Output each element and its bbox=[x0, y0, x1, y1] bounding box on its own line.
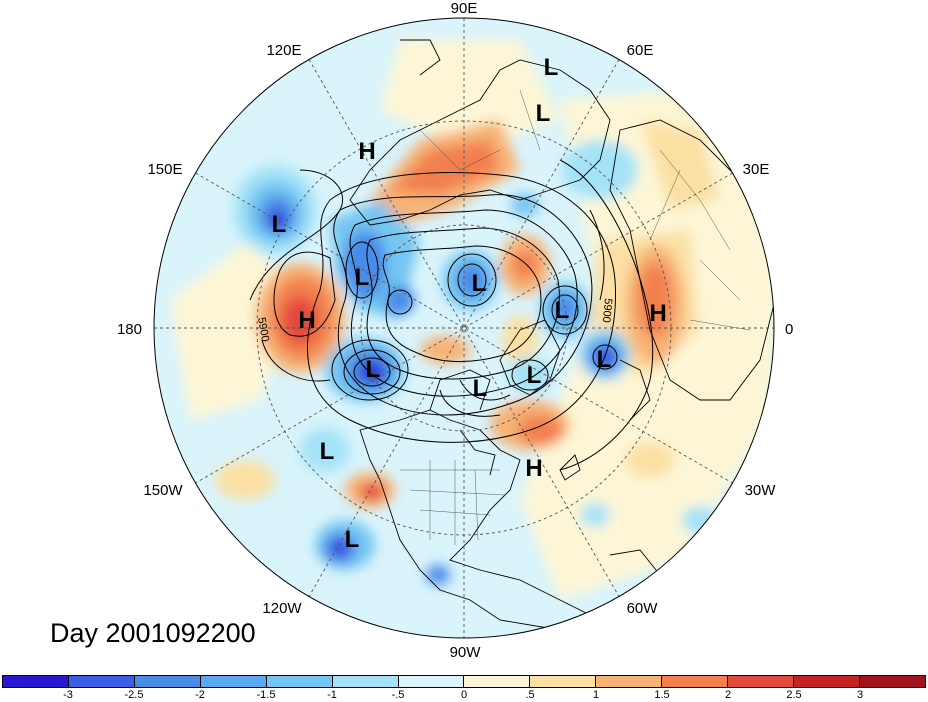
low-center: L bbox=[366, 356, 381, 383]
colorbar-tick-label: 1 bbox=[592, 689, 600, 701]
lon-label-150w: 150W bbox=[143, 482, 183, 499]
colorbar-swatch bbox=[662, 676, 729, 687]
colorbar-swatch bbox=[68, 676, 135, 687]
anomaly-field bbox=[154, 18, 774, 638]
lon-label-90e: 90E bbox=[451, 0, 478, 17]
borders bbox=[400, 89, 751, 545]
colorbar-tick-label: -2 bbox=[195, 689, 205, 701]
colorbar-tick-label: 1.5 bbox=[654, 689, 670, 701]
lon-label-60w: 60W bbox=[627, 600, 659, 617]
low-center: L bbox=[527, 362, 542, 389]
colorbar-tick-label: -3 bbox=[63, 689, 73, 701]
colorbar-tick-label: 2 bbox=[724, 689, 732, 701]
pressure-centers: L L H L L L H L L L L H L L H L bbox=[272, 54, 667, 553]
colorbar-tick-label: -1.5 bbox=[256, 689, 276, 701]
colorbar-swatch bbox=[794, 676, 860, 687]
colorbar-tick-label: .5 bbox=[525, 689, 535, 701]
contour-label-5900-west: 5900 bbox=[255, 316, 271, 342]
low-center: L bbox=[345, 526, 360, 553]
low-center: L bbox=[320, 438, 335, 465]
low-center: L bbox=[597, 346, 612, 373]
map-boundary bbox=[153, 17, 775, 639]
colorbar-tick-label: 0 bbox=[460, 689, 468, 701]
lon-label-0: 0 bbox=[785, 321, 793, 338]
low-center: L bbox=[473, 375, 488, 402]
colorbar-tick-label: -1 bbox=[327, 689, 337, 701]
colorbar bbox=[2, 675, 926, 688]
low-center: L bbox=[272, 211, 287, 238]
colorbar-tick-label: 2.5 bbox=[786, 689, 802, 701]
lon-label-120w: 120W bbox=[262, 600, 302, 617]
lon-label-150e: 150E bbox=[147, 161, 182, 178]
lon-label-90w: 90W bbox=[450, 644, 482, 661]
lon-label-60e: 60E bbox=[627, 42, 654, 59]
colorbar-swatch bbox=[728, 676, 795, 687]
colorbar-swatch bbox=[200, 676, 267, 687]
high-center: H bbox=[525, 455, 542, 482]
graticule bbox=[154, 18, 774, 638]
colorbar-swatch bbox=[134, 676, 201, 687]
colorbar-swatch bbox=[596, 676, 663, 687]
colorbar-swatch bbox=[266, 676, 333, 687]
colorbar-swatch bbox=[398, 676, 465, 687]
colorbar-swatch bbox=[859, 676, 925, 687]
low-center: L bbox=[555, 297, 570, 324]
colorbar-tick-label: -.5 bbox=[391, 689, 405, 701]
colorbar-tick-label: -2.5 bbox=[124, 689, 144, 701]
height-contours bbox=[249, 159, 654, 471]
contour-label-5900-east: 5900 bbox=[600, 298, 614, 323]
low-center: L bbox=[536, 100, 551, 127]
colorbar-swatch bbox=[3, 676, 69, 687]
lon-label-180: 180 bbox=[117, 321, 142, 338]
colorbar-tick-label: 3 bbox=[856, 689, 864, 701]
colorbar-swatch bbox=[530, 676, 597, 687]
colorbar-ticks: -3 -2.5 -2 -1.5 -1 -.5 0 .5 1 1.5 2 2.5 3 bbox=[2, 689, 926, 702]
low-center: L bbox=[472, 270, 487, 297]
lon-label-30w: 30W bbox=[745, 482, 777, 499]
high-center: H bbox=[358, 138, 375, 165]
high-center: H bbox=[298, 307, 315, 334]
low-center: L bbox=[544, 54, 559, 81]
low-center: L bbox=[355, 264, 370, 291]
colorbar-swatch bbox=[332, 676, 399, 687]
high-center: H bbox=[649, 300, 666, 327]
lon-label-30e: 30E bbox=[743, 161, 770, 178]
lon-label-120e: 120E bbox=[266, 42, 301, 59]
longitude-labels: 90E 60E 30E 0 30W 60W 90W 120W 150W 180 … bbox=[117, 0, 793, 661]
colorbar-swatch bbox=[464, 676, 531, 687]
day-label: Day 2001092200 bbox=[50, 618, 256, 648]
